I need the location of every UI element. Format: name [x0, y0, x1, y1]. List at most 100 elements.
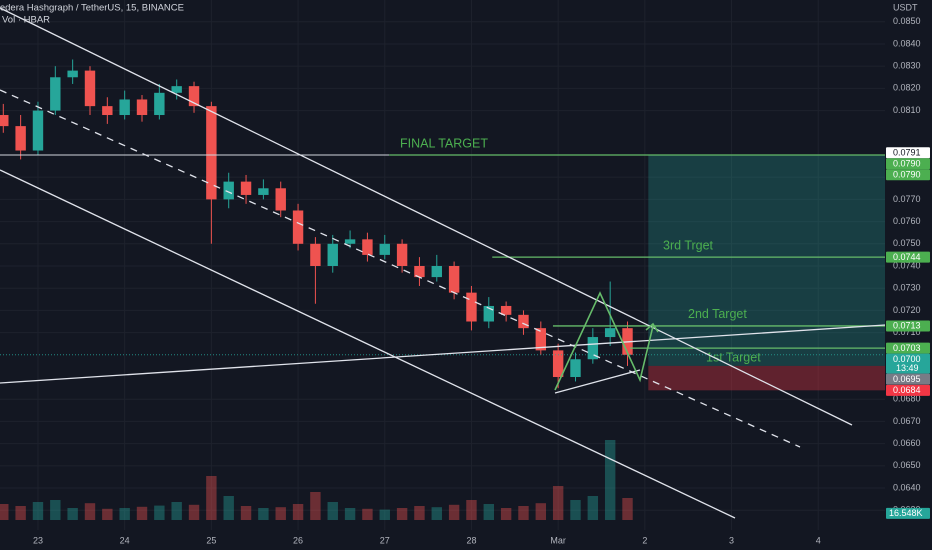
candle-body — [483, 305, 494, 322]
y-tick-label: 0.0640 — [893, 482, 921, 492]
y-tick-label: 0.0840 — [893, 38, 921, 48]
y-tick-label: 0.0770 — [893, 194, 921, 204]
volume-bar — [171, 502, 182, 520]
volume-badge-label: 16.548K — [889, 508, 923, 518]
x-tick-label: 2 — [642, 535, 647, 545]
x-tick-label: 25 — [206, 535, 216, 545]
channel-upper — [0, 7, 853, 426]
y-tick-label: 0.0850 — [893, 16, 921, 26]
volume-bar — [587, 496, 599, 520]
price-badge-label: 0.0744 — [893, 252, 921, 262]
candle-body — [379, 243, 390, 255]
volume-bar — [154, 505, 165, 520]
candle-body — [414, 265, 425, 278]
y-tick-label: 0.0670 — [893, 416, 921, 426]
volume-bar — [258, 508, 269, 520]
price-badge — [886, 342, 930, 354]
candle-body — [344, 239, 356, 244]
candle-body — [15, 126, 26, 151]
y-tick-label: 0.0710 — [893, 327, 921, 337]
candle-body — [327, 243, 338, 266]
y-tick-label: 0.0750 — [893, 238, 921, 248]
candle-body — [310, 243, 321, 266]
candle-body — [292, 210, 304, 244]
target-label: 2nd Target — [688, 307, 747, 321]
candle-body — [154, 92, 165, 116]
volume-bar — [483, 504, 494, 520]
volume-bar — [50, 500, 61, 520]
volume-bar — [466, 500, 477, 520]
candle-body — [119, 99, 130, 116]
grid — [0, 0, 885, 530]
volume-bar — [67, 508, 78, 520]
x-tick-label: 28 — [466, 535, 476, 545]
price-axis — [885, 0, 932, 550]
x-tick-label: 26 — [293, 535, 303, 545]
price-badge — [886, 373, 930, 385]
y-tick-label: 0.0730 — [893, 283, 921, 293]
y-tick-label: 0.0820 — [893, 83, 921, 93]
x-tick-label: 27 — [380, 535, 390, 545]
volume-bar — [344, 508, 356, 520]
price-badge-label: 0.0790 — [893, 158, 921, 168]
candle-body — [171, 86, 182, 93]
y-tick-label: 0.0830 — [893, 61, 921, 71]
volume-bar — [518, 506, 529, 520]
target-label: 3rd Trget — [663, 238, 714, 252]
candle-body — [362, 239, 373, 255]
volume-bar — [292, 504, 304, 520]
y-tick-label: 0.0650 — [893, 460, 921, 470]
price-badge-label: 0.0703 — [893, 343, 921, 353]
price-badge-label: 0.0695 — [893, 374, 921, 384]
price-badge-label: 0.0700 — [893, 354, 921, 364]
volume-bar — [240, 506, 252, 520]
x-tick-label: 23 — [33, 535, 43, 545]
candle-body — [552, 350, 564, 378]
candle-body — [0, 115, 9, 127]
candle-body — [431, 265, 442, 278]
volume-bar — [275, 507, 286, 520]
y-tick-label: 0.0680 — [893, 394, 921, 404]
price-badge — [886, 384, 930, 396]
candle-body — [500, 305, 512, 315]
price-badge — [886, 251, 930, 263]
axis-unit: USDT — [893, 2, 918, 12]
price-badge-label: 0.0790 — [893, 169, 921, 179]
x-tick-label: Mar — [550, 535, 566, 545]
y-tick-label: 0.0760 — [893, 216, 921, 226]
volume-bar — [500, 508, 512, 520]
candle-body — [206, 106, 217, 200]
candle-body — [448, 265, 460, 293]
candle-body — [587, 337, 599, 360]
y-tick-label: 0.0720 — [893, 305, 921, 315]
y-tick-label: 0.0810 — [893, 105, 921, 115]
candle-body — [275, 188, 286, 211]
candle-body — [604, 328, 616, 338]
legend-volume: Vol · HBAR — [2, 15, 50, 26]
arrow-head — [645, 322, 659, 333]
candle-body — [258, 188, 269, 195]
volume-bar — [379, 509, 390, 520]
volume-bar — [136, 506, 148, 520]
volume-bar — [552, 486, 564, 520]
target-label: FINAL TARGET — [400, 136, 488, 150]
channel-lower — [0, 169, 736, 519]
trendline — [0, 324, 886, 384]
volume-bar — [15, 506, 26, 520]
price-badge — [886, 353, 930, 374]
candle-body — [570, 359, 581, 378]
candle-body — [188, 86, 200, 107]
volume-bar — [102, 508, 113, 520]
candle-body — [136, 99, 148, 116]
price-badge — [886, 320, 930, 332]
countdown: 13:49 — [896, 363, 919, 373]
volume-bar — [188, 504, 200, 520]
time-axis — [0, 530, 932, 550]
drawings — [0, 7, 886, 519]
volume-bar — [327, 502, 338, 520]
profit-zone — [648, 154, 885, 366]
candle-body — [535, 328, 547, 351]
volume-bar — [362, 508, 373, 520]
y-tick-label: 0.0740 — [893, 260, 921, 270]
